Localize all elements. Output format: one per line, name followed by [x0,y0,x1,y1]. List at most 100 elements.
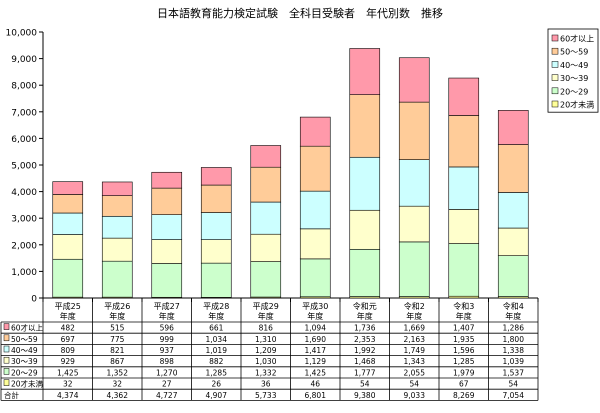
table-cell: 1,690 [305,335,327,344]
table-cell: 882 [209,357,224,366]
bars [52,48,529,299]
table-cell: 9,033 [404,391,426,400]
table-cell: 1,537 [503,368,525,377]
table-cell: 1,285 [206,368,228,377]
x-tick-label: 令和3 [453,301,474,311]
x-tick-label: 年度 [456,311,472,321]
x-tick-label: 令和4 [503,301,524,311]
table-cell: 1,286 [503,324,525,333]
bar-segment [398,205,430,243]
x-tick-label: 年度 [505,311,521,321]
bar-segment [299,228,331,260]
bar-segment [101,215,133,239]
x-tick-label: 平成27 [154,301,180,311]
legend-swatch [551,61,559,68]
table-cell: 27 [162,380,172,389]
bar-segment [299,116,331,147]
table-cell: 1,992 [354,346,376,355]
table-row-swatch [3,356,10,364]
bar-segment [299,190,331,230]
table-row-header: 60才以上 [11,323,44,333]
bar-segment [151,263,183,298]
x-tick-label: 年度 [406,311,422,321]
y-tick-label: 2,000 [11,241,37,251]
table-cell: 1,425 [305,368,327,377]
table-cell: 1,935 [453,335,475,344]
table-row-swatch [3,323,10,330]
bar-segment [497,110,529,145]
bar-segment [448,77,480,116]
table-cell: 661 [209,324,224,333]
table-cell: 7,054 [503,391,525,400]
table-cell: 1,407 [453,324,475,333]
bar-segment [250,233,282,262]
table-cell: 1,034 [206,335,228,344]
bar-segment [250,145,282,168]
table-row-swatch [3,334,10,342]
table-cell: 2,353 [354,335,376,344]
table-cell: 2,163 [404,335,426,344]
table-cell: 4,374 [57,391,79,400]
table-cell: 816 [259,324,274,333]
legend-box [547,28,599,113]
bar-segment [250,201,282,235]
y-tick-label: 6,000 [11,135,37,145]
x-tick-label: 平成28 [203,301,229,311]
bar-segment [151,214,183,240]
chart-title: 日本語教育能力検定試験 全科目受験者 年代別数 推移 [157,6,443,20]
legend-label: 30～39 [560,74,588,83]
bar-segment [497,227,529,256]
table-cell: 937 [160,346,175,355]
y-tick-label: 3,000 [11,215,37,225]
table-cell: 54 [360,380,370,389]
table-cell: 482 [61,324,76,333]
bar-segment [52,181,84,195]
legend-label: 60才以上 [560,34,594,44]
x-tick-label: 年度 [159,311,175,321]
table-cell: 1,777 [354,368,376,377]
bar-segment [101,237,133,262]
bar-segment [398,241,430,297]
table-cell: 1,019 [206,346,228,355]
bar-segment [52,212,84,235]
table-row-header: 40～49 [11,346,38,355]
table-cell: 821 [110,346,125,355]
table-cell: 32 [112,380,122,389]
table-cell: 1,094 [305,324,327,333]
x-tick-label: 年度 [357,311,373,321]
y-tick-label: 0 [31,295,37,305]
bar-segment [151,187,183,215]
bar-segment [448,115,480,168]
table-cell: 46 [310,380,320,389]
bar-segment [299,145,331,192]
y-tick-label: 10,000 [6,29,38,39]
table-cell: 1,352 [107,368,129,377]
table-cell: 4,362 [107,391,129,400]
table-cell: 67 [459,380,469,389]
y-tick-label: 5,000 [11,162,37,172]
bar-segment [250,166,282,203]
legend-swatch [551,34,559,42]
table-cell: 2,055 [404,368,426,377]
bar-segment [398,159,430,207]
table-cell: 898 [160,357,175,366]
table-cell: 9,380 [354,391,376,400]
table-row-header: 30～39 [11,357,38,366]
table-row-header: 20才未満 [11,379,44,389]
table-cell: 1,749 [404,346,426,355]
y-tick-label: 7,000 [11,108,37,118]
table-cell: 1,736 [354,324,376,333]
table-cell: 515 [110,324,125,333]
bar-segment [497,255,529,297]
table-cell: 809 [61,346,76,355]
x-tick-label: 年度 [208,311,224,321]
table-cell: 1,425 [57,368,79,377]
x-tick-label: 年度 [109,311,125,321]
legend-label: 20才未満 [560,100,594,110]
bar-segment [101,260,133,298]
table-cell: 1,310 [255,335,277,344]
legend-swatch [551,87,559,95]
table-row-swatch [3,368,10,375]
bar-segment [349,156,381,211]
table-cell: 36 [261,380,271,389]
